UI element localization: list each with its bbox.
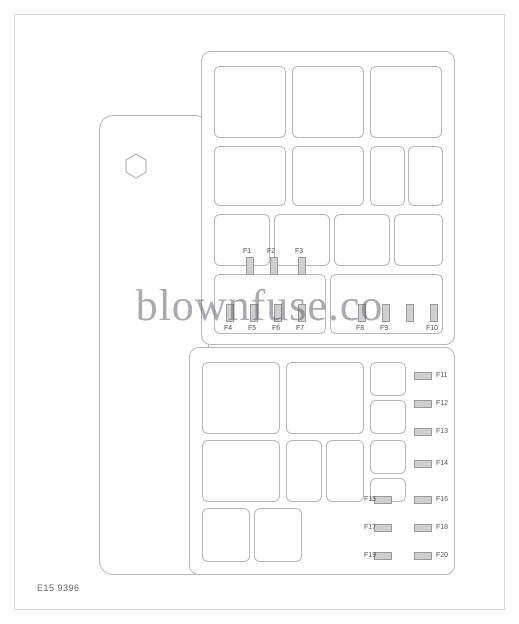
relay-slot: [334, 214, 390, 266]
fuse-label: F7: [296, 325, 304, 332]
relay-slot: [286, 440, 322, 502]
fuse-label: F11: [436, 372, 448, 379]
relay-slot: [370, 400, 406, 434]
fuse: [374, 524, 392, 532]
fuse: [414, 552, 432, 560]
fuse: [374, 552, 392, 560]
fuse-label: F10: [426, 325, 438, 332]
fuse: [374, 496, 392, 504]
relay-slot: [370, 362, 406, 396]
fuse-label: F1: [243, 248, 251, 255]
fuse: [414, 428, 432, 436]
fuse-label: F15: [364, 496, 376, 503]
fuse-label: F6: [272, 325, 280, 332]
fuse: [246, 257, 254, 275]
relay-slot: [370, 66, 442, 138]
relay-slot: [292, 66, 364, 138]
fuse: [382, 304, 390, 322]
relay-slot: [394, 214, 443, 266]
fuse: [406, 304, 414, 322]
fuse: [414, 496, 432, 504]
fuse: [414, 524, 432, 532]
fuse-label: F16: [436, 496, 448, 503]
fuse: [414, 372, 432, 380]
hexagon-icon: [122, 152, 150, 180]
fuse: [226, 304, 234, 322]
fuse-label: F4: [224, 325, 232, 332]
relay-slot: [214, 66, 286, 138]
fuse: [250, 304, 258, 322]
fuse: [414, 460, 432, 468]
fuse: [358, 304, 366, 322]
fuse-label: F17: [364, 524, 376, 531]
fuse-label: F20: [436, 552, 448, 559]
reference-number: E15 9396: [37, 583, 80, 593]
relay-slot: [202, 362, 280, 434]
fuse: [274, 304, 282, 322]
fuse-label: F18: [436, 524, 448, 531]
diagram-frame: F1 F2 F3 F4 F5 F6 F7 F8 F9 F10 F11 F12 F13 F14 F15 F16…: [14, 14, 505, 610]
relay-slot: [326, 440, 364, 502]
fuse-label: F5: [248, 325, 256, 332]
fuse-label: F14: [436, 460, 448, 467]
fuse-label: F8: [356, 325, 364, 332]
fuse-label: F12: [436, 400, 448, 407]
fuse-label: F3: [295, 248, 303, 255]
fuse: [430, 304, 438, 322]
relay-slot: [408, 146, 443, 206]
relay-slot: [286, 362, 364, 434]
fuse: [270, 257, 278, 275]
fuse: [414, 400, 432, 408]
fuse-label: F13: [436, 428, 448, 435]
fuse-panel-bottom: F11 F12 F13 F14 F15 F16 F17 F18 F19 F20: [189, 347, 455, 575]
fuse: [298, 257, 306, 275]
fuse-label: F2: [267, 248, 275, 255]
fuse: [298, 304, 306, 322]
relay-slot: [370, 146, 405, 206]
relay-slot: [292, 146, 364, 206]
fuse-panel-top: F1 F2 F3 F4 F5 F6 F7 F8 F9 F10: [201, 51, 455, 345]
relay-slot: [202, 440, 280, 502]
relay-slot: [214, 214, 270, 266]
relay-slot: [214, 146, 286, 206]
fuse-label: F19: [364, 552, 376, 559]
relay-slot: [254, 508, 302, 562]
relay-slot: [370, 440, 406, 474]
fuse-label: F9: [380, 325, 388, 332]
relay-slot: [202, 508, 250, 562]
